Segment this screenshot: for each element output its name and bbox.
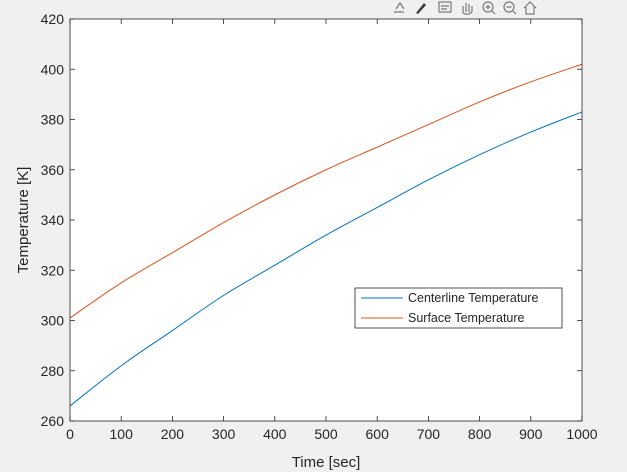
- x-tick-label: 100: [110, 426, 134, 442]
- y-tick-label: 260: [41, 413, 65, 429]
- x-tick-label: 1000: [566, 426, 597, 442]
- legend-box: [354, 287, 563, 329]
- export-icon[interactable]: [394, 1, 405, 13]
- y-tick-label: 380: [41, 112, 65, 128]
- x-tick-label: 500: [314, 426, 338, 442]
- pan-icon[interactable]: [462, 3, 473, 15]
- y-axis-label: Temperature [K]: [15, 167, 32, 274]
- x-tick-label: 0: [66, 426, 74, 442]
- series-line-surface[interactable]: [69, 63, 583, 319]
- x-tick-label: 200: [161, 426, 185, 442]
- x-axis-label: Time [sec]: [292, 454, 361, 471]
- y-tick-label: 420: [41, 11, 65, 27]
- zoom-out-icon[interactable]: [503, 1, 517, 15]
- y-tick-label: 320: [41, 262, 65, 278]
- x-tick-label: 300: [212, 426, 236, 442]
- legend-label-surface: Surface Temperature: [408, 311, 525, 325]
- home-icon[interactable]: [523, 1, 537, 15]
- zoom-in-icon[interactable]: [482, 1, 496, 15]
- y-tick-label: 340: [41, 212, 65, 228]
- brush-icon[interactable]: [416, 3, 426, 14]
- y-tick-label: 400: [41, 61, 65, 77]
- y-tick-label: 280: [41, 363, 65, 379]
- axes-toolbar: [394, 1, 537, 15]
- x-tick-label: 800: [468, 426, 492, 442]
- series-layer: [69, 63, 583, 407]
- plot-area: [70, 19, 582, 421]
- y-tick-label: 360: [41, 162, 65, 178]
- series-line-centerline[interactable]: [69, 111, 583, 407]
- legend-label-centerline: Centerline Temperature: [408, 291, 538, 305]
- y-tick-label: 300: [41, 313, 65, 329]
- legend[interactable]: Centerline Temperature Surface Temperatu…: [354, 287, 563, 329]
- data-tips-icon[interactable]: [438, 1, 452, 13]
- x-tick-label: 400: [263, 426, 287, 442]
- x-tick-label: 900: [519, 426, 543, 442]
- x-tick-label: 600: [366, 426, 390, 442]
- ticks-layer: 0 100 200 300 400 500 600 700 800 900 1000 260 280 30…: [41, 11, 598, 442]
- x-tick-label: 700: [417, 426, 441, 442]
